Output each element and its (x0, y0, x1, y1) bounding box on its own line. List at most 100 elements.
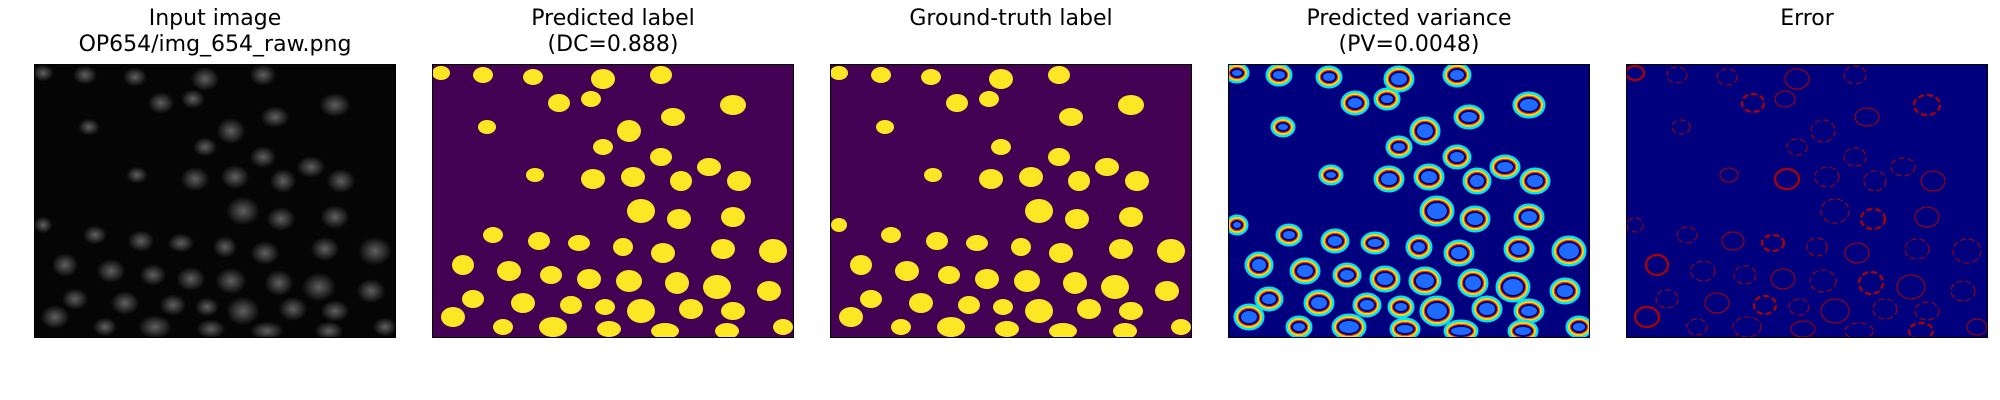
variance-ring (1464, 210, 1486, 228)
nucleus-mask (483, 227, 503, 243)
variance-ring (1290, 320, 1308, 334)
error-contour (1820, 198, 1850, 224)
nucleus-mask (860, 290, 882, 308)
nucleus-mask (1049, 323, 1077, 337)
variance-ring (1524, 172, 1546, 190)
variance-core (1521, 211, 1537, 223)
error-contour (1843, 147, 1867, 167)
variance-ring (1462, 273, 1484, 293)
variance-ring (1413, 163, 1445, 191)
nucleus (176, 267, 206, 291)
nucleus-mask (993, 299, 1013, 315)
nucleus-mask (991, 139, 1011, 155)
nucleus-mask (979, 169, 1003, 189)
nucleus (250, 321, 284, 337)
error-contour (1806, 237, 1828, 257)
nucleus (196, 319, 226, 337)
nucleus-mask (581, 91, 601, 107)
variance-core (1368, 239, 1382, 247)
error-contour (1950, 280, 1976, 302)
nucleus (226, 196, 260, 226)
variance-ring (1320, 70, 1338, 84)
nucleus (126, 166, 148, 184)
nucleus-mask (597, 321, 621, 337)
variance-ring (1254, 286, 1284, 312)
variance-ring (1498, 274, 1528, 300)
nucleus-mask (433, 66, 450, 80)
variance-core (1377, 273, 1393, 285)
panel-title: Predicted label (DC=0.888) (531, 6, 695, 57)
error-contour (1914, 206, 1940, 228)
nucleus (195, 297, 219, 317)
nucleus-mask (995, 321, 1019, 337)
nucleus-mask (617, 120, 641, 142)
variance-core (1395, 303, 1407, 311)
variance-ring (1336, 318, 1362, 336)
variance-core (1416, 274, 1434, 288)
nucleus-mask (721, 302, 745, 320)
nucleus (373, 317, 395, 337)
variance-ring (1392, 300, 1410, 314)
error-contour (1784, 68, 1810, 90)
nucleus-mask (511, 293, 535, 313)
variance-ring (1405, 234, 1433, 260)
variance-ring (1458, 109, 1480, 125)
variance-ring (1365, 236, 1385, 250)
variance-ring (1259, 291, 1279, 307)
variance-ring (1323, 231, 1347, 251)
variance-ring (1456, 107, 1482, 127)
variance-ring (1315, 65, 1343, 89)
panel-title: Input image OP654/img_654_raw.png (78, 6, 352, 57)
variance-ring (1570, 320, 1588, 334)
predicted-label-image (432, 64, 794, 338)
variance-core (1427, 303, 1447, 319)
error-contour (1914, 301, 1940, 321)
variance-core (1328, 236, 1342, 246)
variance-ring (1549, 277, 1581, 305)
variance-ring (1506, 238, 1532, 260)
nucleus-mask (966, 235, 988, 251)
variance-core (1241, 311, 1257, 323)
variance-ring (1229, 65, 1247, 81)
variance-ring (1409, 116, 1441, 146)
error-contour (1872, 298, 1898, 320)
error-contour (1690, 260, 1716, 282)
variance-ring (1453, 104, 1485, 130)
nucleus-mask (1155, 281, 1179, 301)
error-contour (1920, 170, 1946, 192)
nucleus-mask (497, 261, 521, 281)
variance-ring (1519, 167, 1551, 195)
nucleus-mask (979, 91, 999, 107)
variance-ring (1512, 91, 1546, 119)
variance-ring (1320, 228, 1350, 254)
variance-ring (1373, 87, 1401, 111)
nucleus-mask (895, 261, 919, 281)
variance-core (1450, 70, 1464, 80)
variance-ring (1352, 292, 1382, 318)
nucleus-mask (1157, 239, 1185, 263)
variance-ring (1308, 294, 1330, 312)
nucleus-mask (627, 199, 655, 223)
nucleus (93, 317, 117, 337)
nucleus (358, 236, 392, 266)
variance-ring (1229, 217, 1246, 233)
nucleus (127, 230, 155, 252)
variance-core (1467, 213, 1483, 225)
predicted-variance-canvas (1229, 65, 1589, 337)
nucleus-mask (1059, 108, 1083, 126)
variance-ring (1447, 67, 1467, 83)
input-image-canvas (35, 65, 395, 337)
nucleus (250, 241, 280, 265)
variance-ring (1510, 322, 1536, 337)
nucleus (314, 321, 344, 337)
nucleus-mask (881, 227, 901, 243)
nucleus-mask (975, 269, 999, 289)
panel-ground-truth-label: Ground-truth label (830, 0, 1192, 400)
error-contour (1774, 90, 1796, 108)
error-contour (1686, 318, 1708, 336)
nucleus (147, 92, 175, 114)
variance-ring (1343, 93, 1367, 113)
variance-ring (1465, 170, 1489, 192)
variance-core (1511, 243, 1527, 255)
nucleus-mask (560, 296, 582, 314)
